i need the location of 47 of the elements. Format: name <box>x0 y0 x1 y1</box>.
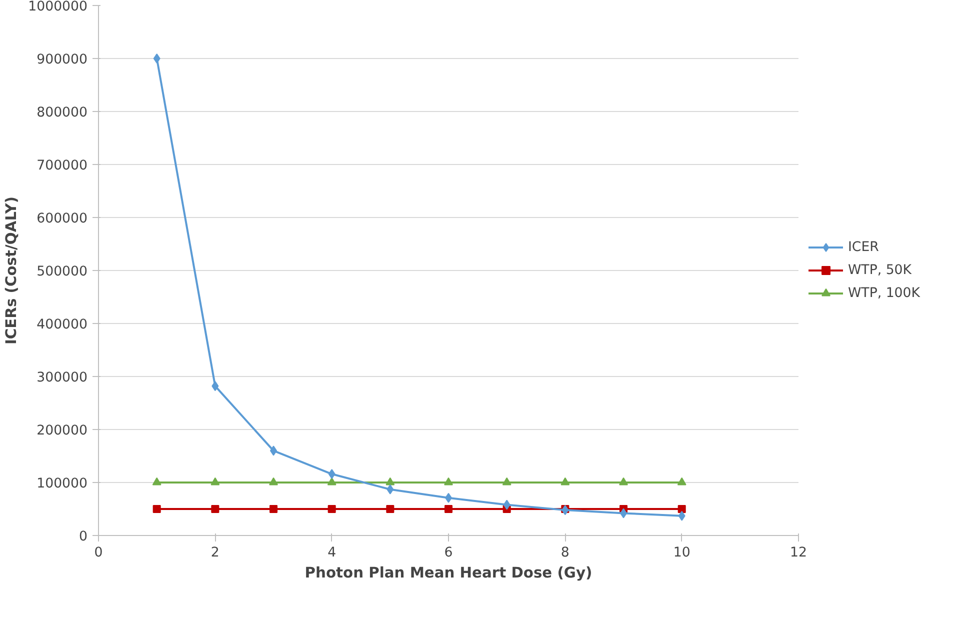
legend-label: ICER <box>848 240 879 254</box>
point <box>562 505 569 516</box>
point <box>210 477 220 486</box>
x-tick-label: 6 <box>444 546 453 560</box>
x-tick-label: 10 <box>673 546 690 560</box>
x-tick-label: 0 <box>94 546 103 560</box>
point <box>502 477 512 486</box>
point <box>386 505 394 513</box>
x-tick-label: 12 <box>790 546 807 560</box>
x-tick-label: 8 <box>560 546 570 560</box>
point <box>678 510 686 521</box>
y-tick-label: 600000 <box>36 212 88 226</box>
x-tick-label: 4 <box>328 546 336 560</box>
point <box>678 505 686 513</box>
point <box>328 505 336 513</box>
point <box>328 469 336 480</box>
point <box>269 477 278 486</box>
point <box>212 381 219 392</box>
y-tick-label: 900000 <box>36 52 88 68</box>
y-tick-label: 200000 <box>36 424 88 438</box>
point <box>152 505 161 513</box>
y-tick-label: 0 <box>79 530 88 544</box>
point <box>327 477 336 486</box>
y-tick-label: 100000 <box>36 476 88 492</box>
legend-label: WTP, 100K <box>848 286 920 300</box>
point <box>386 484 394 494</box>
y-tick-label: 1000000 <box>28 0 88 14</box>
x-axis-title: Photon Plan Mean Heart Dose (Gy) <box>304 564 592 582</box>
y-tick-label: 400000 <box>36 318 88 332</box>
point <box>444 505 452 513</box>
y-axis-title: ICERs (Cost/QALY) <box>3 196 20 345</box>
point <box>270 505 278 513</box>
point <box>444 477 453 486</box>
point <box>152 477 162 486</box>
y-tick-label: 500000 <box>36 264 88 280</box>
point <box>153 54 160 64</box>
point <box>560 477 570 486</box>
point <box>619 477 628 486</box>
point <box>211 505 220 513</box>
x-tick-label: 2 <box>210 546 220 560</box>
y-tick-label: 300000 <box>36 370 88 386</box>
legend-label: WTP, 50K <box>848 262 912 278</box>
point <box>503 500 510 510</box>
y-tick-label: 800000 <box>36 106 88 120</box>
point <box>677 477 686 486</box>
point <box>386 477 395 486</box>
y-tick-label: 700000 <box>36 158 88 174</box>
